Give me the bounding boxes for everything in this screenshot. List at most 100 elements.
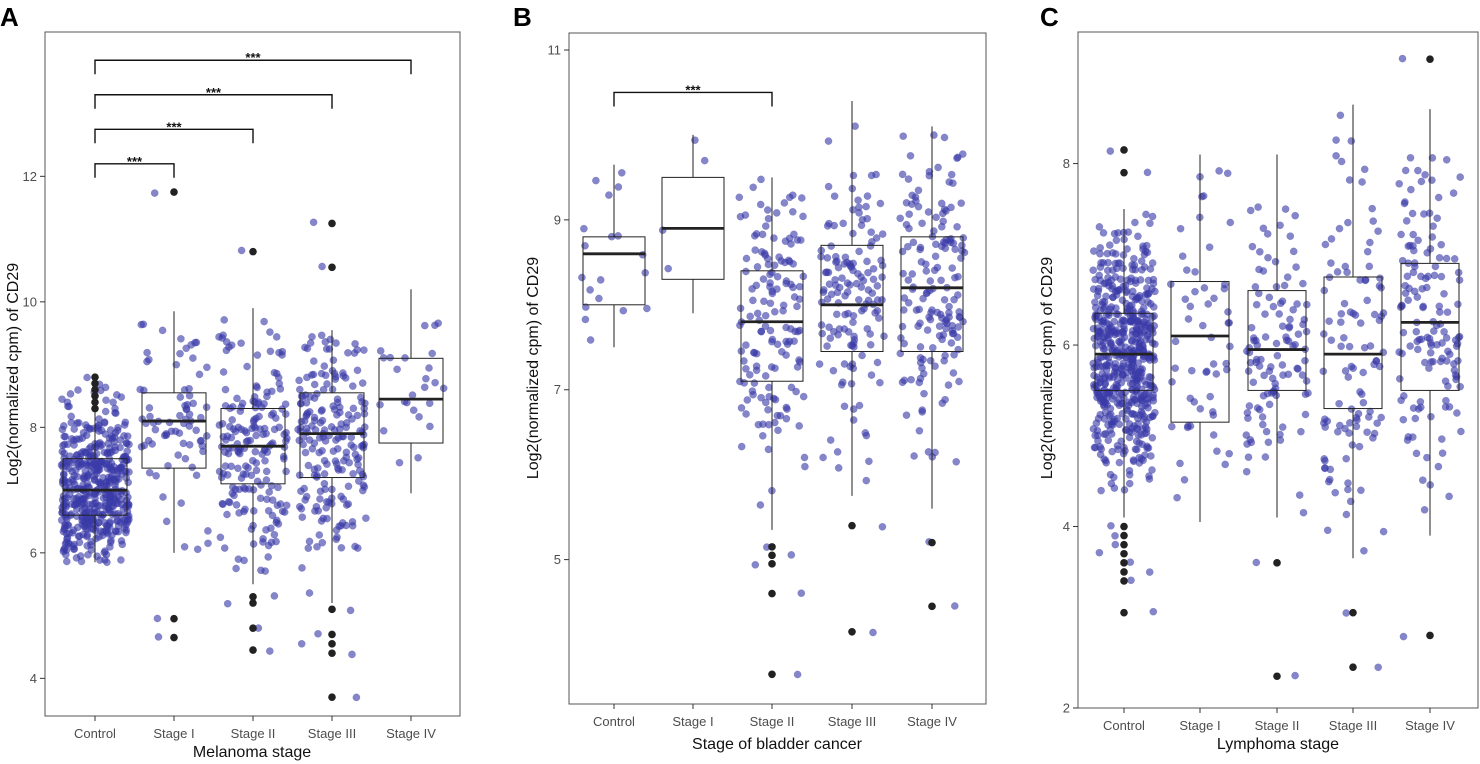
data-point bbox=[106, 508, 114, 516]
data-point bbox=[342, 521, 350, 530]
data-point bbox=[1337, 157, 1346, 166]
data-point bbox=[748, 387, 757, 395]
data-point bbox=[223, 599, 232, 608]
data-point bbox=[1097, 259, 1105, 267]
x-tick-label-stage-iii: Stage III bbox=[828, 714, 876, 729]
data-point bbox=[1375, 282, 1384, 290]
data-point bbox=[878, 273, 886, 281]
data-point bbox=[947, 234, 955, 243]
data-point bbox=[234, 464, 242, 473]
data-point bbox=[1438, 339, 1446, 347]
x-tick-label-stage-i: Stage I bbox=[153, 726, 194, 741]
data-point bbox=[197, 436, 206, 445]
data-point bbox=[319, 514, 328, 523]
data-point bbox=[1123, 245, 1131, 253]
data-point bbox=[1104, 421, 1112, 429]
data-point bbox=[951, 273, 959, 282]
data-point bbox=[1139, 242, 1147, 251]
data-point bbox=[386, 353, 395, 362]
data-point bbox=[158, 326, 167, 335]
data-point bbox=[1107, 521, 1115, 530]
data-point bbox=[771, 364, 779, 373]
data-point bbox=[1171, 364, 1180, 373]
data-point bbox=[253, 351, 262, 359]
data-point bbox=[227, 433, 236, 442]
data-point bbox=[125, 468, 133, 476]
data-point bbox=[1435, 308, 1444, 316]
data-point bbox=[580, 224, 588, 233]
data-point bbox=[763, 206, 772, 214]
data-point bbox=[1345, 176, 1354, 184]
data-point bbox=[1111, 540, 1120, 549]
data-point bbox=[177, 334, 185, 343]
data-point bbox=[1331, 488, 1340, 497]
data-point bbox=[848, 341, 857, 350]
data-point bbox=[862, 431, 871, 440]
data-point bbox=[309, 370, 318, 379]
data-point bbox=[1131, 330, 1140, 338]
x-tick-label-stage-ii: Stage II bbox=[231, 726, 276, 741]
data-point bbox=[940, 356, 949, 365]
data-point bbox=[1110, 317, 1119, 326]
data-point bbox=[1111, 363, 1119, 372]
data-point bbox=[764, 260, 773, 269]
x-tick-label-stage-iii: Stage III bbox=[1329, 718, 1377, 733]
data-point bbox=[948, 321, 957, 330]
data-point bbox=[1167, 422, 1176, 431]
data-point bbox=[1090, 363, 1099, 372]
data-point bbox=[1427, 412, 1435, 421]
data-point bbox=[253, 383, 261, 392]
data-point bbox=[595, 294, 603, 303]
data-point bbox=[1226, 218, 1235, 227]
outlier-point bbox=[1120, 146, 1128, 154]
data-point bbox=[1144, 403, 1152, 412]
data-point bbox=[265, 647, 274, 655]
data-point bbox=[225, 498, 234, 507]
data-point bbox=[1438, 354, 1446, 363]
data-point bbox=[1408, 209, 1417, 218]
data-point bbox=[1252, 300, 1261, 309]
data-point bbox=[1442, 334, 1451, 342]
x-tick-label-stage-ii: Stage II bbox=[1255, 718, 1300, 733]
data-point bbox=[1369, 434, 1377, 442]
data-point bbox=[1400, 199, 1409, 208]
data-point bbox=[309, 357, 318, 365]
data-point bbox=[1434, 193, 1443, 202]
data-point bbox=[176, 411, 184, 420]
data-point bbox=[619, 306, 628, 315]
data-point bbox=[1150, 322, 1159, 330]
data-point bbox=[1302, 377, 1311, 385]
data-point bbox=[1399, 392, 1408, 400]
outlier-point bbox=[328, 263, 336, 272]
outlier-point bbox=[1426, 55, 1434, 64]
panel-c-outliers bbox=[1120, 55, 1434, 681]
data-point bbox=[792, 387, 800, 396]
data-point bbox=[69, 458, 77, 467]
outlier-point bbox=[249, 624, 257, 632]
data-point bbox=[1399, 632, 1408, 641]
data-point bbox=[317, 369, 326, 378]
data-point bbox=[1291, 671, 1299, 680]
data-point bbox=[1345, 342, 1354, 351]
data-point bbox=[736, 321, 744, 330]
data-point bbox=[1102, 458, 1111, 467]
data-point bbox=[267, 387, 276, 396]
data-point bbox=[1453, 409, 1461, 417]
data-point bbox=[353, 345, 362, 354]
data-point bbox=[750, 349, 759, 357]
data-point bbox=[827, 242, 836, 250]
data-point bbox=[1144, 330, 1153, 338]
data-point bbox=[1442, 155, 1451, 164]
data-point bbox=[1115, 458, 1124, 467]
data-point bbox=[849, 318, 857, 327]
data-point bbox=[799, 212, 807, 221]
data-point bbox=[312, 502, 321, 511]
data-point bbox=[896, 214, 905, 223]
significance-label: *** bbox=[166, 119, 182, 134]
data-point bbox=[1429, 357, 1437, 366]
data-point bbox=[1140, 263, 1149, 271]
data-point bbox=[298, 513, 307, 522]
data-point bbox=[915, 305, 924, 314]
data-point bbox=[785, 234, 794, 243]
data-point bbox=[789, 260, 798, 268]
